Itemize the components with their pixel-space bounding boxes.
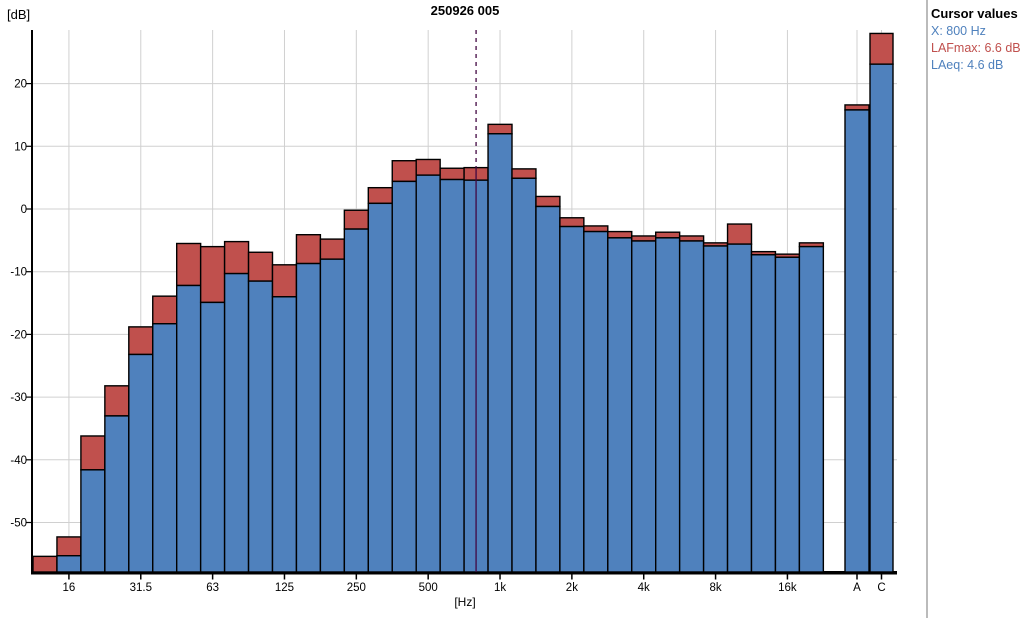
x-tick-label: 500 <box>419 582 438 594</box>
y-tick-label: 10 <box>14 141 27 153</box>
y-tick-label: -40 <box>10 455 27 467</box>
bar-160-laeq[interactable] <box>295 262 322 573</box>
y-tick-label: 0 <box>21 204 27 216</box>
y-tick-label: -30 <box>10 392 27 404</box>
cursor-lafmax-value: LAFmax: 6.6 dB <box>931 41 1021 55</box>
bar-2k-laeq[interactable] <box>559 225 585 573</box>
panel-divider <box>926 0 928 618</box>
y-tick-label: -50 <box>10 518 27 530</box>
x-tick-label: 4k <box>638 582 650 594</box>
bar-2.5k-lafmax[interactable] <box>583 225 609 233</box>
bar-2.5k-laeq[interactable] <box>583 230 609 573</box>
bar-3.15k-lafmax[interactable] <box>607 230 633 239</box>
bar-10k-lafmax[interactable] <box>726 223 753 245</box>
bar-4k-laeq[interactable] <box>631 240 657 573</box>
bar-250-laeq[interactable] <box>343 228 370 573</box>
x-tick-label: 63 <box>206 582 219 594</box>
bar-125-laeq[interactable] <box>271 296 298 573</box>
x-tick-label: 8k <box>709 582 721 594</box>
bar-1.6k-lafmax[interactable] <box>535 195 561 208</box>
bar-80-lafmax[interactable] <box>223 240 250 275</box>
bar-630-laeq[interactable] <box>439 178 465 573</box>
bar-630-lafmax[interactable] <box>439 167 465 181</box>
x-tick-label: 2k <box>566 582 578 594</box>
bar-4k-lafmax[interactable] <box>631 235 657 242</box>
bar-160-lafmax[interactable] <box>295 234 322 265</box>
bar-C-laeq[interactable] <box>869 63 894 573</box>
bar-315-lafmax[interactable] <box>367 186 393 205</box>
bar-100-laeq[interactable] <box>247 280 274 573</box>
bar-1.25k-lafmax[interactable] <box>511 168 537 179</box>
bar-16-laeq[interactable] <box>56 555 82 573</box>
x-tick-label: 1k <box>494 582 506 594</box>
bar-A-lafmax[interactable] <box>844 104 870 111</box>
bar-6.3k-laeq[interactable] <box>678 240 705 573</box>
bar-200-laeq[interactable] <box>319 258 346 573</box>
bar-250-lafmax[interactable] <box>343 209 370 230</box>
cursor-values-panel: Cursor values X: 800 Hz LAFmax: 6.6 dB L… <box>931 5 1035 74</box>
bar-50-lafmax[interactable] <box>175 242 202 287</box>
bar-1k-lafmax[interactable] <box>487 123 513 135</box>
cursor-x-value: X: 800 Hz <box>931 24 986 38</box>
bar-5k-lafmax[interactable] <box>655 231 681 239</box>
bar-63-laeq[interactable] <box>199 301 226 573</box>
bar-500-laeq[interactable] <box>415 174 441 573</box>
bar-31.5-lafmax[interactable] <box>128 326 154 356</box>
bar-8k-laeq[interactable] <box>702 245 729 573</box>
y-axis-unit-label: [dB] <box>7 7 31 22</box>
bar-40-lafmax[interactable] <box>152 295 178 325</box>
bar-10k-laeq[interactable] <box>726 243 753 573</box>
bar-12.5-lafmax[interactable] <box>32 555 58 573</box>
x-axis-unit-label: [Hz] <box>454 595 476 609</box>
y-tick-label: -10 <box>10 267 27 279</box>
bar-315-laeq[interactable] <box>367 202 393 573</box>
bar-12.5k-laeq[interactable] <box>750 254 777 573</box>
bar-16k-laeq[interactable] <box>774 256 801 573</box>
bar-20k-laeq[interactable] <box>798 245 825 573</box>
x-tick-label: A <box>853 582 861 594</box>
chart-title: 250926 005 <box>430 3 500 18</box>
bar-A-laeq[interactable] <box>844 109 870 573</box>
bar-5k-laeq[interactable] <box>655 237 681 573</box>
y-tick-label: -20 <box>10 329 27 341</box>
bar-31.5-laeq[interactable] <box>128 353 154 573</box>
x-tick-label: 31.5 <box>130 582 152 594</box>
bar-20-laeq[interactable] <box>80 469 106 573</box>
bar-400-lafmax[interactable] <box>391 160 417 183</box>
bar-2k-lafmax[interactable] <box>559 217 585 228</box>
bar-200-lafmax[interactable] <box>319 238 346 260</box>
bar-80-laeq[interactable] <box>223 272 250 573</box>
x-tick-label: 250 <box>347 582 366 594</box>
bar-50-laeq[interactable] <box>175 284 202 573</box>
y-axis-line <box>31 30 33 572</box>
bar-400-laeq[interactable] <box>391 180 417 573</box>
cursor-panel-title: Cursor values <box>931 6 1018 21</box>
bar-25-lafmax[interactable] <box>104 385 130 417</box>
x-tick-label: C <box>877 582 885 594</box>
bar-20-lafmax[interactable] <box>80 435 106 471</box>
cursor-laeq-value: LAeq: 4.6 dB <box>931 58 1004 72</box>
bar-1.6k-laeq[interactable] <box>535 205 561 573</box>
bar-1k-laeq[interactable] <box>487 133 513 573</box>
bar-C-lafmax[interactable] <box>869 32 894 65</box>
x-tick-label: 125 <box>275 582 294 594</box>
bar-3.15k-laeq[interactable] <box>607 237 633 573</box>
bar-1.25k-laeq[interactable] <box>511 177 537 573</box>
bar-25-laeq[interactable] <box>104 415 130 573</box>
y-tick-label: 20 <box>14 79 27 91</box>
bar-6.3k-lafmax[interactable] <box>678 235 705 242</box>
x-tick-label: 16k <box>778 582 797 594</box>
bar-16-lafmax[interactable] <box>56 536 82 557</box>
bar-500-lafmax[interactable] <box>415 158 441 176</box>
bar-100-lafmax[interactable] <box>247 251 274 282</box>
x-axis-line <box>31 571 897 575</box>
bar-63-lafmax[interactable] <box>199 245 226 304</box>
bar-125-lafmax[interactable] <box>271 264 298 298</box>
x-tick-label: 16 <box>63 582 76 594</box>
bar-40-laeq[interactable] <box>152 323 178 573</box>
